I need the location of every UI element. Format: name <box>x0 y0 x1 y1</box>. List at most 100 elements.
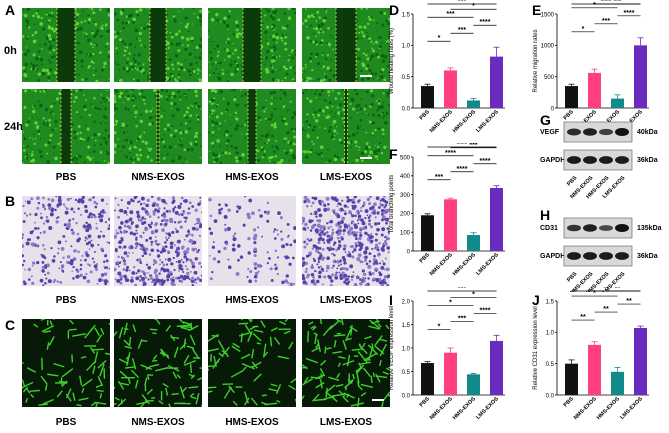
significance-label: ** <box>580 314 586 321</box>
timepoint-0h-label: 0h <box>4 45 17 57</box>
bar-hms-exos <box>611 371 624 395</box>
transwell-image-lms-exos <box>302 196 390 286</box>
y-tick-label: 1.5 <box>402 323 411 329</box>
significance-label: *** <box>613 0 621 5</box>
column-label-hms-exos: HMS-EXOS <box>225 417 279 428</box>
blot-row-label: CD31 <box>540 225 558 232</box>
x-tick-label: PBS <box>419 109 431 121</box>
bar-nms-exos <box>588 344 601 395</box>
significance-label: * <box>593 290 596 297</box>
x-tick-label: HMS-EXOS <box>452 396 477 421</box>
significance-label: **** <box>624 10 635 17</box>
chart-branching: 0 100 200 300 400 500 Total branching points PB… <box>389 143 505 277</box>
significance-label: **** <box>480 158 491 165</box>
column-label-hms-exos: HMS-EXOS <box>225 172 279 183</box>
y-tick-label: 0.5 <box>402 370 411 376</box>
wound-image-0h-lms-exos <box>302 8 390 82</box>
panel-label-f: F <box>389 146 398 162</box>
significance-label: **** <box>457 143 468 148</box>
blot-kda-label: 135kDa <box>637 225 662 232</box>
y-tick-label: 1000 <box>541 44 555 50</box>
timepoint-24h-label: 24h <box>4 121 23 133</box>
bar-hms-exos <box>611 98 624 108</box>
significance-label: **** <box>445 150 456 157</box>
blot-band <box>583 224 597 232</box>
blot-row-label: GAPDH <box>540 253 565 260</box>
y-tick-label: 0.0 <box>402 393 411 399</box>
bar-lms-exos <box>490 340 503 395</box>
column-label-pbs: PBS <box>55 295 77 306</box>
significance-label: * <box>582 26 585 33</box>
blot-kda-label: 36kDa <box>637 157 658 164</box>
scale-bar <box>360 157 372 159</box>
blot-band <box>599 128 613 136</box>
y-tick-label: 2.0 <box>402 299 411 305</box>
bar-pbs <box>421 86 434 108</box>
bar-nms-exos <box>444 70 457 108</box>
panel-label-i: I <box>389 292 393 308</box>
significance-label: *** <box>446 11 454 18</box>
wound-image-24h-pbs <box>22 89 110 164</box>
blot-band <box>615 252 629 260</box>
blot-band <box>583 156 597 164</box>
blot-band <box>567 156 581 164</box>
y-tick-label: 1.5 <box>546 299 555 305</box>
blot-band <box>583 252 597 260</box>
y-tick-label: 400 <box>400 174 411 180</box>
y-tick-label: 100 <box>400 231 411 237</box>
significance-label: *** <box>469 143 477 149</box>
column-label-lms-exos: LMS-EXOS <box>319 172 373 183</box>
x-tick-label: LMS-EXOS <box>475 109 500 134</box>
tube-image-pbs <box>22 319 110 407</box>
x-tick-label: NMS-EXOS <box>573 396 598 421</box>
significance-label: ** <box>615 287 621 292</box>
column-label-nms-exos: NMS-EXOS <box>131 417 185 428</box>
panel-label-d: D <box>389 2 400 18</box>
significance-label: ** <box>603 287 609 292</box>
blot-row-label: GAPDH <box>540 157 565 164</box>
chart-vegf-expression: 0.0 0.5 1.0 1.5 2.0 Relative VEGF expression … <box>389 287 505 421</box>
blot-row-label: VEGF <box>540 129 560 136</box>
panel-label-c: C <box>5 317 16 333</box>
blot-band <box>599 252 613 260</box>
y-tick-label: 1.0 <box>402 346 411 352</box>
y-axis-label: Relative VEGF expression level <box>389 306 395 390</box>
x-tick-label: PBS <box>563 396 575 408</box>
transwell-image-nms-exos <box>114 196 202 286</box>
tube-image-lms-exos <box>302 319 390 407</box>
significance-label: *** <box>458 315 466 322</box>
panel-label-j: J <box>532 292 540 308</box>
significance-label: * <box>438 35 441 42</box>
bar-pbs <box>565 363 578 395</box>
bar-pbs <box>421 215 434 251</box>
significance-label: *** <box>458 0 466 5</box>
y-tick-label: 0.5 <box>546 362 555 368</box>
x-tick-label: HMS-EXOS <box>452 109 477 134</box>
blot-band <box>583 128 597 136</box>
transwell-image-pbs <box>22 196 110 286</box>
y-tick-label: 0 <box>551 106 555 112</box>
wound-image-24h-lms-exos <box>302 89 390 164</box>
bar-hms-exos <box>467 100 480 108</box>
wound-image-0h-nms-exos <box>114 8 202 82</box>
y-tick-label: 200 <box>400 212 411 218</box>
y-axis-label: Relative CD31 expression level <box>533 306 539 389</box>
significance-label: *** <box>458 287 466 292</box>
chart-wound-healing: 0.0 0.5 1.0 1.5 Wound healing rates (%) PBSNM… <box>389 0 505 134</box>
wound-image-0h-hms-exos <box>208 8 296 82</box>
scale-bar <box>360 75 372 77</box>
column-label-nms-exos: NMS-EXOS <box>131 295 185 306</box>
y-tick-label: 1500 <box>541 12 555 18</box>
x-tick-label: LMS-EXOS <box>619 396 644 421</box>
tube-image-nms-exos <box>114 319 202 407</box>
y-tick-label: 1.5 <box>402 12 411 18</box>
significance-label: **** <box>480 19 491 26</box>
significance-label: *** <box>458 27 466 34</box>
column-label-lms-exos: LMS-EXOS <box>319 295 373 306</box>
column-label-pbs: PBS <box>55 172 77 183</box>
y-axis-label: Wound healing rates (%) <box>389 28 395 94</box>
bar-pbs <box>565 86 578 108</box>
blot-band <box>567 224 581 232</box>
